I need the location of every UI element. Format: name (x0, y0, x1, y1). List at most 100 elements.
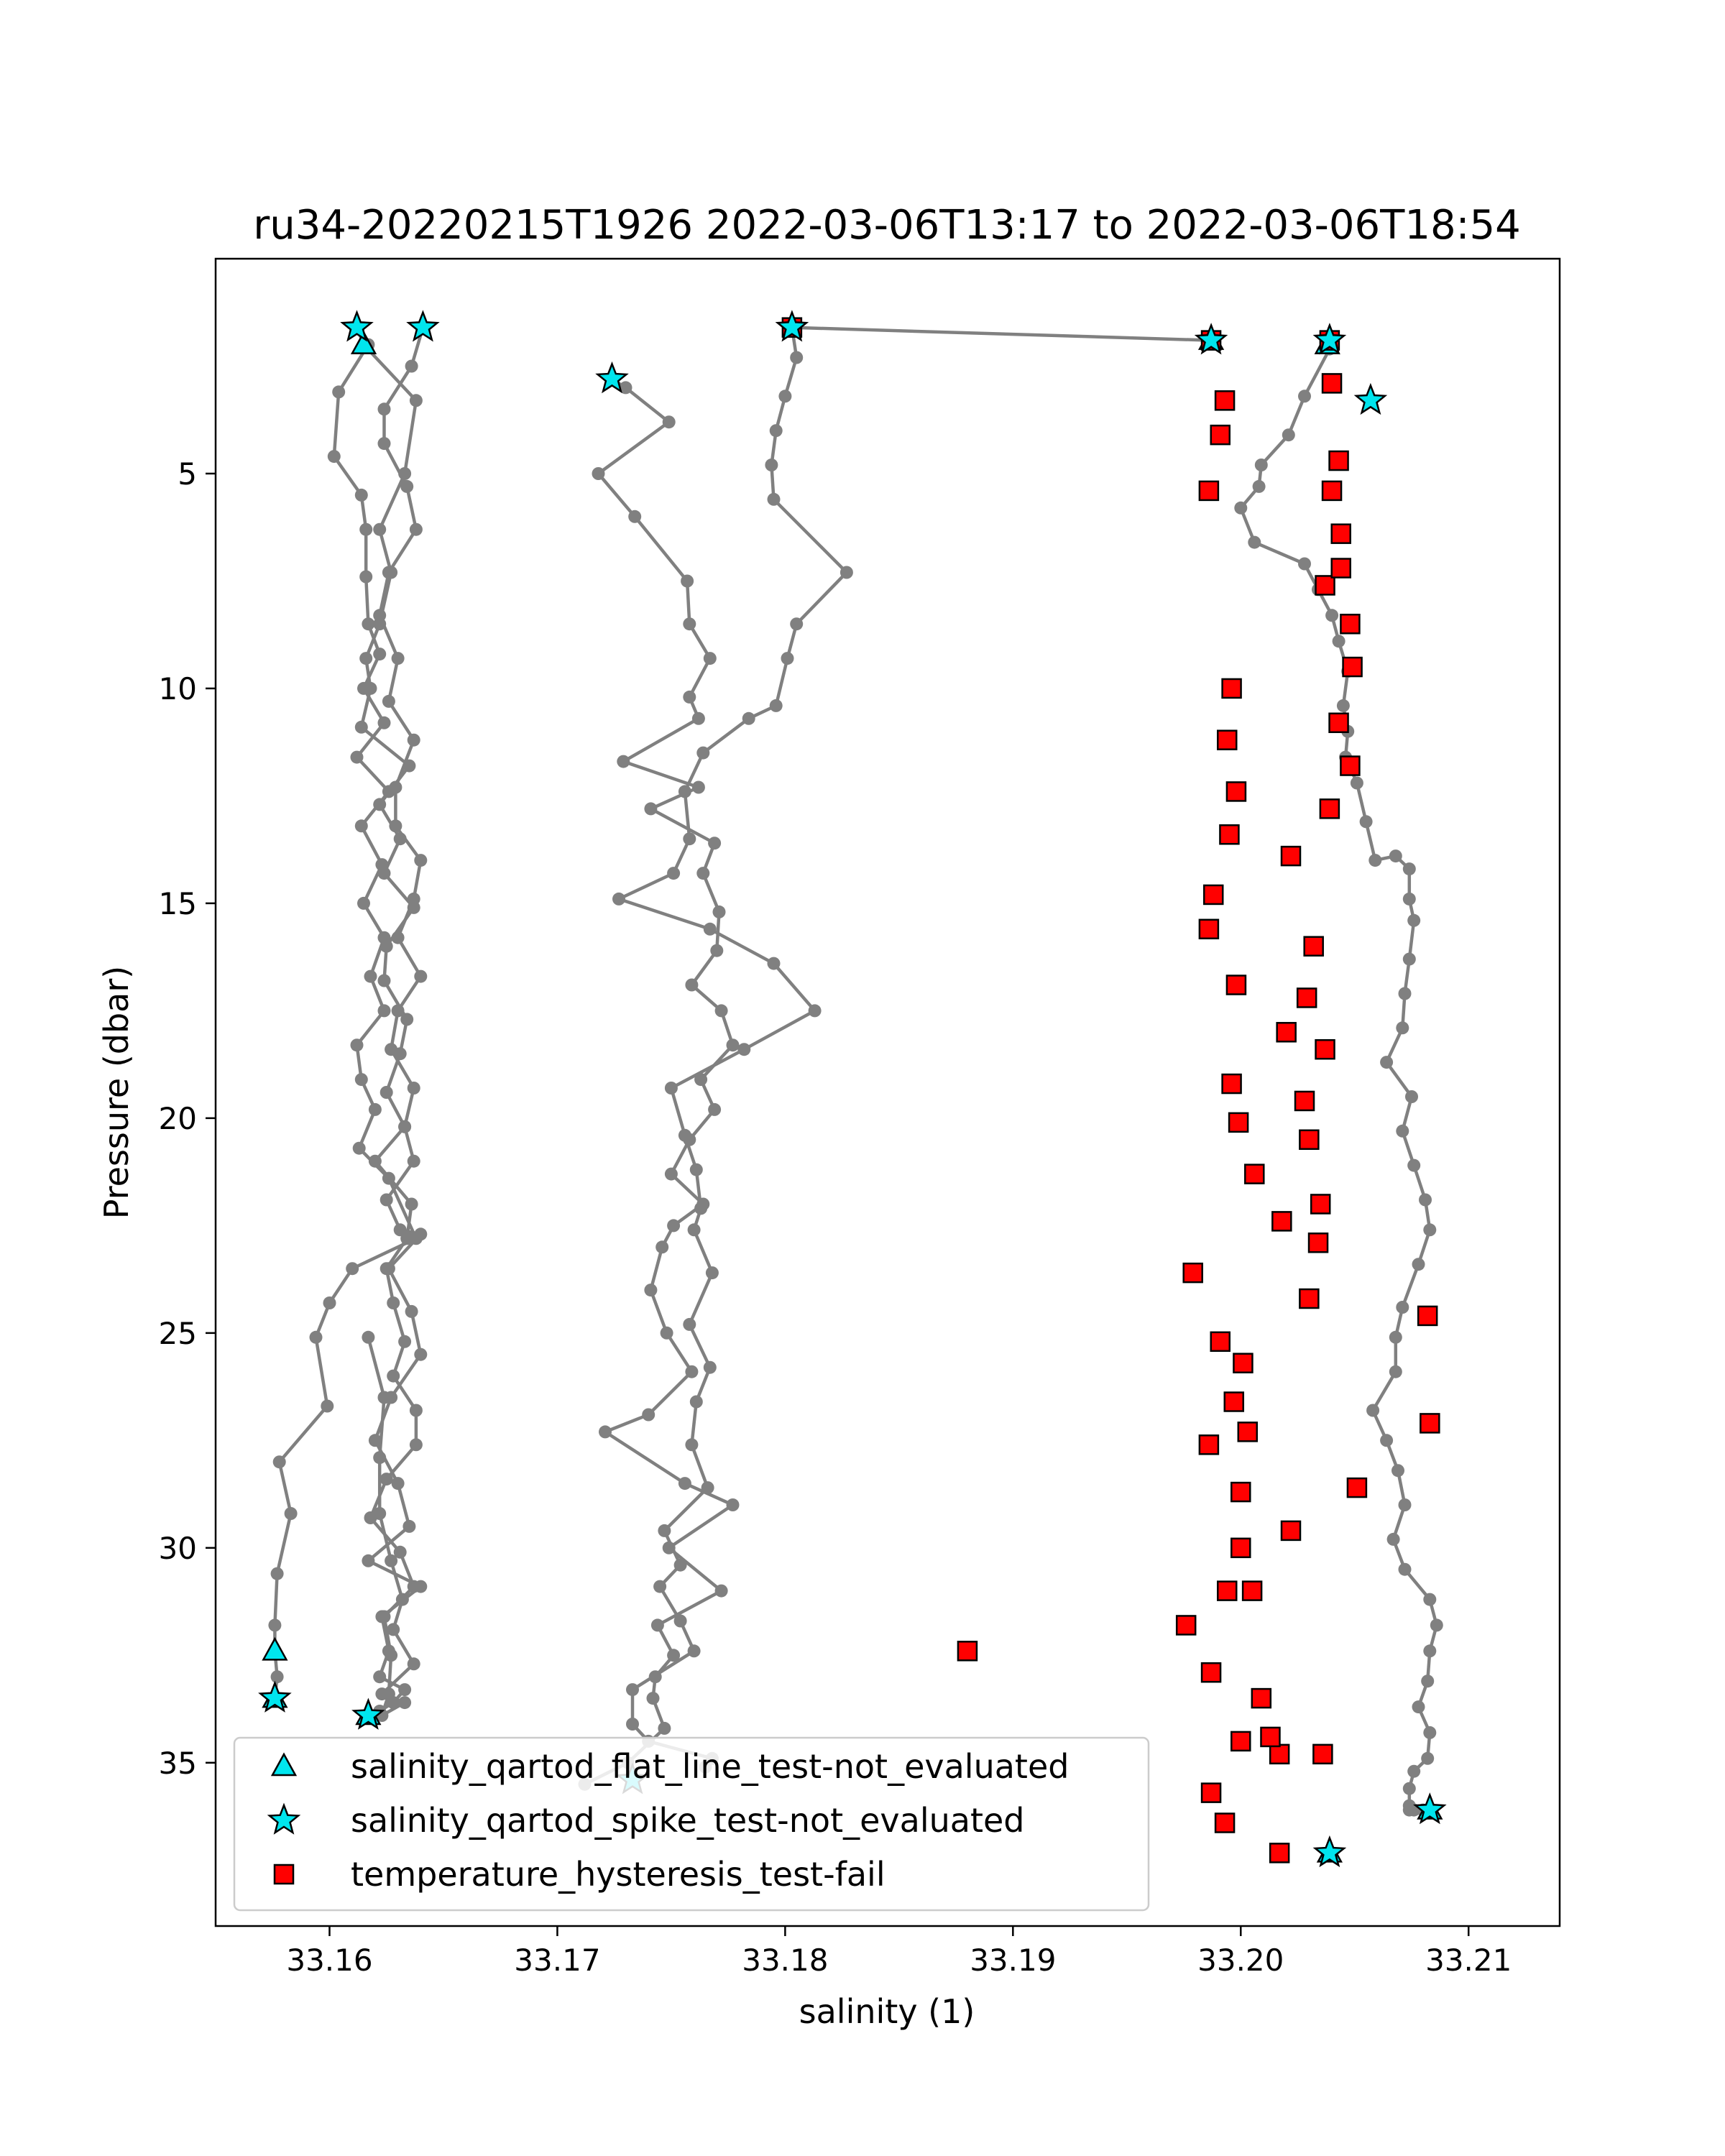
square-marker (1299, 1129, 1320, 1151)
profile-point (705, 1266, 719, 1280)
profile-point (380, 1193, 393, 1207)
profile-point (1412, 1258, 1425, 1271)
profile-point (790, 617, 804, 631)
square-marker (1321, 373, 1343, 394)
profile-point (359, 522, 373, 536)
profile-point (377, 931, 391, 944)
profile-point (701, 1481, 714, 1495)
profile-point (309, 1330, 323, 1344)
square-marker (1244, 1164, 1265, 1184)
legend-star-marker (267, 1802, 301, 1835)
profile-bridge-line (791, 326, 1212, 342)
square-marker (1328, 450, 1349, 471)
profile-point (617, 755, 630, 768)
profile-point (689, 1395, 703, 1409)
profile-point (1402, 862, 1416, 876)
square-marker (1294, 1090, 1315, 1112)
profile-point (592, 467, 605, 480)
square-marker (1330, 523, 1351, 544)
star-marker (258, 1680, 292, 1713)
profile-point (683, 1317, 696, 1331)
square-marker (1315, 1038, 1335, 1060)
profile-point (626, 1683, 639, 1697)
profile-point (667, 867, 681, 880)
profile-point (660, 1326, 673, 1340)
profile-point (673, 1614, 687, 1628)
profile-point (327, 450, 341, 464)
profile-point (662, 415, 676, 429)
profile-point (1359, 815, 1373, 829)
profile-point (414, 1227, 428, 1241)
square-marker (1200, 1662, 1222, 1683)
square-marker (1217, 1580, 1238, 1601)
profile-point (678, 1477, 691, 1491)
profile-point (683, 832, 696, 846)
profile-point (398, 1120, 412, 1133)
profile-point (382, 1171, 395, 1185)
square-marker (1175, 1615, 1197, 1636)
profile-point (1402, 952, 1416, 966)
square-marker (1330, 558, 1351, 579)
profile-point (377, 1004, 391, 1018)
star-marker (595, 361, 629, 394)
square-marker (1420, 1413, 1440, 1434)
profile-point (765, 459, 778, 471)
square-marker (1342, 656, 1363, 678)
profile-point (646, 1692, 660, 1705)
profile-point (380, 1473, 393, 1486)
profile-point (377, 437, 391, 451)
profile-point (377, 402, 391, 416)
profile-point (359, 652, 373, 665)
square-marker (1219, 824, 1240, 845)
profile-point (612, 892, 625, 906)
square-marker (1328, 712, 1349, 734)
profile-point (350, 1038, 364, 1052)
square-marker (1225, 781, 1247, 802)
profile-point (1396, 1301, 1409, 1314)
profile-point (726, 1038, 740, 1052)
profile-point (284, 1507, 298, 1520)
profile-point (373, 1507, 387, 1520)
profile-point (1350, 776, 1363, 790)
square-marker (1280, 1520, 1302, 1542)
square-marker (1315, 575, 1335, 596)
profile-point (678, 785, 691, 798)
square-marker (1228, 1112, 1249, 1133)
profile-point (626, 1718, 639, 1731)
y-tick-label: 30 (159, 1531, 197, 1566)
square-marker (957, 1641, 978, 1662)
star-marker (1312, 1835, 1347, 1868)
profile-point (1423, 1593, 1437, 1606)
square-marker (1299, 1288, 1320, 1309)
profile-point (398, 467, 412, 480)
square-marker (1417, 1305, 1438, 1327)
profile-point (389, 780, 402, 794)
y-tick-label: 25 (159, 1316, 197, 1351)
profile-point (1325, 609, 1339, 622)
profile-point (687, 1644, 701, 1658)
profile-point (685, 1365, 699, 1378)
profile-point (407, 1082, 420, 1095)
profile-point (1386, 1532, 1400, 1546)
profile-point (354, 720, 368, 734)
square-marker (1280, 845, 1302, 867)
profile-point (407, 1657, 420, 1671)
profile-point (321, 1399, 334, 1413)
profile-point (1430, 1618, 1443, 1632)
profile-point (368, 1434, 382, 1447)
profile-point (642, 1408, 656, 1422)
profile-point (1380, 1056, 1394, 1069)
profile-point (1407, 1158, 1421, 1172)
profile-point (648, 1670, 662, 1684)
profile-point (667, 1219, 681, 1233)
square-marker (1198, 1434, 1220, 1455)
legend-label-flat-line: salinity_qartod_flat_line_test-not_evalu… (351, 1747, 1069, 1786)
profile-point (667, 1649, 681, 1662)
profile-point (653, 1580, 667, 1593)
triangle-marker (262, 1636, 288, 1661)
profile-point (393, 832, 407, 846)
legend-box (233, 1736, 1150, 1912)
profile-point (658, 1721, 671, 1735)
profile-point (1398, 987, 1412, 1000)
profile-point (391, 931, 405, 944)
